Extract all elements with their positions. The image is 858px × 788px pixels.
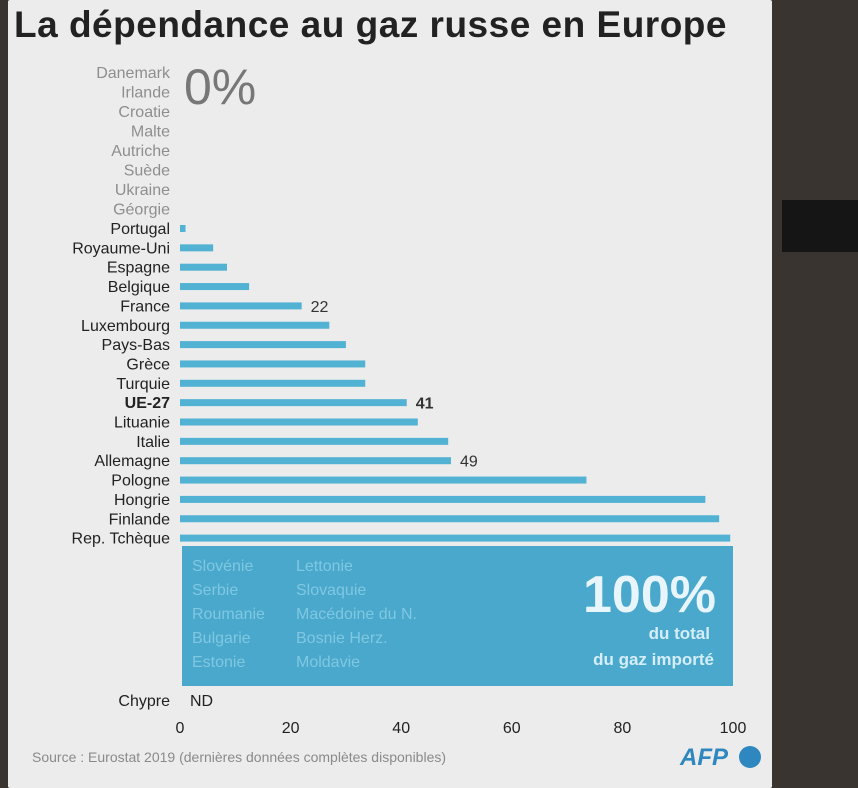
full-country-label: Lettonie (296, 558, 353, 575)
full-country-label: Slovénie (192, 558, 253, 575)
bar (180, 283, 250, 291)
country-label: Royaume-Uni (72, 240, 170, 257)
chart-title: La dépendance au gaz russe en Europe (14, 4, 727, 45)
x-tick-label: 40 (392, 720, 410, 737)
country-label: Grèce (126, 356, 170, 373)
bar (180, 302, 302, 310)
zero-country-label: Danemark (96, 65, 171, 82)
country-label: Lituanie (114, 415, 170, 432)
full-country-label: Macédoine du N. (296, 606, 417, 623)
full-country-label: Slovaquie (296, 582, 366, 599)
value-label: 41 (416, 396, 434, 413)
bar (180, 457, 451, 465)
x-tick-label: 80 (614, 720, 632, 737)
bar (180, 321, 330, 329)
bar (180, 341, 346, 349)
country-label: Turquie (116, 376, 170, 393)
country-label: Allemagne (94, 453, 170, 470)
full-country-label: Bulgarie (192, 630, 251, 647)
full-country-label: Serbie (192, 582, 238, 599)
bar (180, 263, 228, 271)
full-caption-line1: du total (649, 624, 710, 643)
full-country-label: Moldavie (296, 654, 360, 671)
bar (180, 225, 186, 232)
country-label: Italie (136, 434, 170, 451)
country-label: Rep. Tchèque (72, 531, 171, 548)
country-label: Hongrie (114, 492, 170, 509)
value-label: 22 (311, 299, 329, 316)
full-caption-line2: du gaz importé (593, 650, 714, 669)
country-label: Espagne (107, 260, 170, 277)
full-country-label: Estonie (192, 654, 245, 671)
nd-country-label: Chypre (118, 693, 170, 710)
bar (180, 437, 449, 445)
country-label: Luxembourg (81, 318, 170, 335)
zero-country-label: Suède (124, 163, 170, 180)
x-tick-label: 0 (176, 720, 185, 737)
x-tick-label: 20 (282, 720, 300, 737)
bar (180, 360, 366, 368)
background-band-top (782, 200, 858, 252)
bar (180, 379, 366, 387)
afp-logo-icon (739, 746, 761, 768)
bar (180, 534, 731, 542)
zero-country-label: Géorgie (113, 202, 170, 219)
bar (180, 399, 407, 407)
afp-logo-text: AFP (680, 744, 728, 771)
zero-percent-label: 0% (184, 59, 257, 115)
zero-country-label: Autriche (111, 143, 170, 160)
full-dependence-box (182, 546, 733, 686)
zero-country-label: Croatie (118, 104, 170, 121)
bar (180, 476, 587, 484)
value-label: 49 (460, 454, 478, 471)
bar (180, 495, 706, 503)
zero-country-label: Ukraine (115, 182, 170, 199)
country-label: Finlande (109, 511, 170, 528)
source-note: Source : Eurostat 2019 (dernières donnée… (32, 749, 447, 765)
zero-country-label: Malte (131, 124, 170, 141)
bar (180, 244, 214, 252)
country-label: UE-27 (125, 395, 170, 412)
zero-country-label: Irlande (121, 85, 170, 102)
x-tick-label: 100 (720, 720, 747, 737)
country-label: France (120, 298, 170, 315)
x-tick-label: 60 (503, 720, 521, 737)
full-country-label: Bosnie Herz. (296, 630, 388, 647)
bar (180, 418, 418, 426)
full-country-label: Roumanie (192, 606, 265, 623)
country-label: Pays-Bas (102, 337, 170, 354)
country-label: Portugal (110, 221, 170, 238)
nd-label: ND (190, 693, 213, 710)
full-value-label: 100% (583, 566, 716, 624)
country-label: Pologne (111, 473, 170, 490)
country-label: Belgique (108, 279, 170, 296)
bar (180, 515, 720, 523)
